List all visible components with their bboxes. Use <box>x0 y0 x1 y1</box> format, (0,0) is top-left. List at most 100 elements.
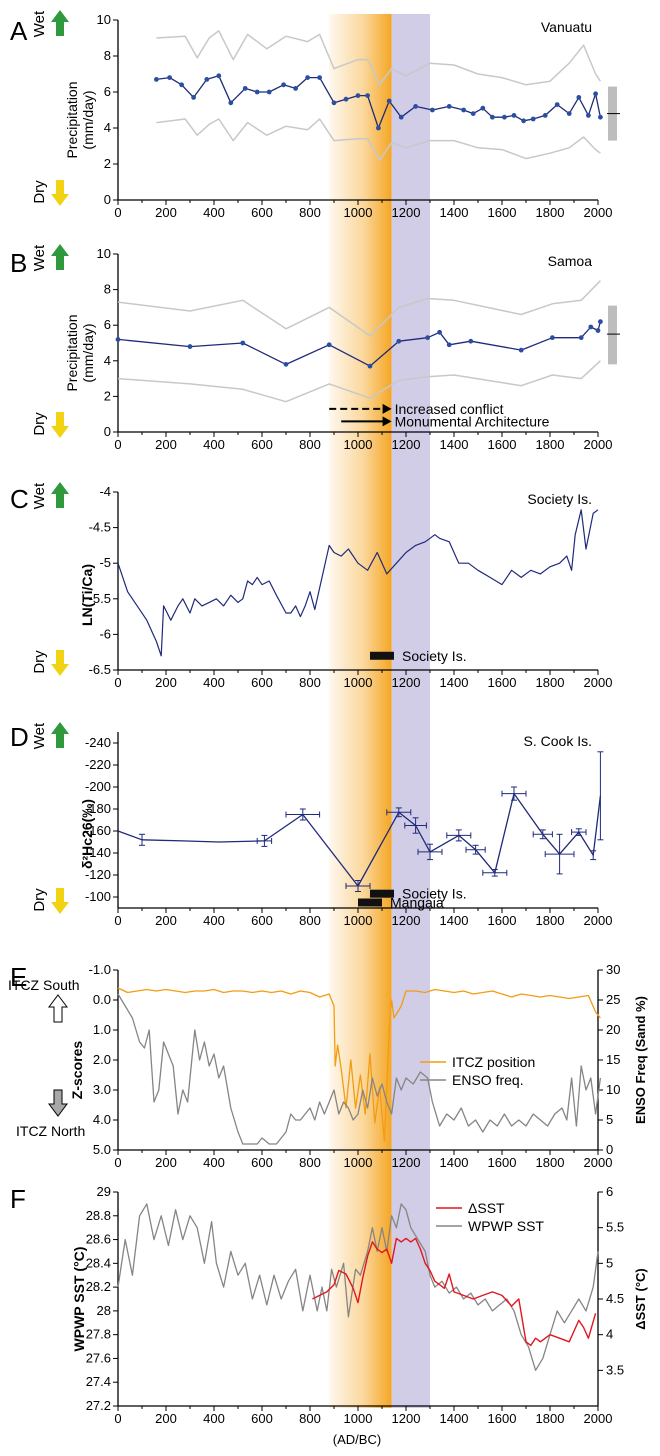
x-tick-label: 0 <box>114 205 121 220</box>
y-tick-label: 2 <box>104 388 111 403</box>
panel-letter: C <box>10 484 29 514</box>
x-tick-label: 1800 <box>536 913 565 928</box>
data-point <box>530 116 536 122</box>
annotation-label: Increased conflict <box>395 401 504 417</box>
dry-arrow-icon-shape <box>51 650 69 676</box>
itcz-south-arrow-icon <box>48 994 68 1023</box>
y-tick-label: -120 <box>85 867 111 882</box>
x-tick-label: 200 <box>155 1411 177 1426</box>
delta-sst-line <box>312 1237 597 1347</box>
wet-label: Wet <box>31 722 48 749</box>
x-tick-label: 2000 <box>584 205 613 220</box>
x-tick-label: 1600 <box>488 913 517 928</box>
wet-arrow-icon-shape <box>51 482 69 508</box>
data-point <box>446 104 452 109</box>
y-tick-label: 8 <box>104 282 111 297</box>
x-tick-label: 200 <box>155 913 177 928</box>
x-tick-label: 0 <box>114 1411 121 1426</box>
y-tick-label: 0 <box>104 424 111 439</box>
data-point <box>586 113 591 118</box>
y2-tick-label: 5.5 <box>606 1220 624 1235</box>
x-tick-label: 2000 <box>584 437 613 452</box>
annotation-label: Monumental Architecture <box>395 413 550 429</box>
y-axis-label-line1: Precipitation <box>64 314 80 391</box>
x-tick-label: 1600 <box>488 675 517 690</box>
dry-label: Dry <box>31 412 48 436</box>
data-point <box>365 93 370 98</box>
x-tick-label: 600 <box>251 675 273 690</box>
data-point <box>167 75 173 80</box>
panel-letter: F <box>10 1184 26 1214</box>
data-point <box>521 118 526 124</box>
y-axis-label: Z-scores <box>69 1041 85 1100</box>
dry-arrow-icon <box>51 412 69 438</box>
itcz-position-line <box>117 987 601 1142</box>
data-point <box>115 337 121 342</box>
legend-label-itcz: ITCZ position <box>452 1054 535 1070</box>
y-tick-label: 4 <box>104 120 111 135</box>
x-tick-label: 2000 <box>584 675 613 690</box>
x-axis-label: (AD/BC) <box>333 1432 381 1447</box>
y-tick-label: 28.2 <box>86 1279 111 1294</box>
data-point <box>437 329 442 335</box>
y2-axis-label: ENSO Freq (Sand %) <box>633 996 648 1124</box>
dry-label: Dry <box>31 650 48 674</box>
x-tick-label: 200 <box>155 205 177 220</box>
x-tick-label: 800 <box>299 1155 321 1170</box>
data-point <box>331 100 337 106</box>
data-point <box>367 363 373 369</box>
envelope-line-upper <box>117 280 601 337</box>
lavender-shading-band <box>391 14 430 1408</box>
data-point <box>154 77 159 82</box>
data-point <box>283 361 289 367</box>
y2-axis-label: ΔSST (°C) <box>633 1268 648 1329</box>
x-tick-label: 1400 <box>440 1411 469 1426</box>
x-tick-label: 1600 <box>488 1411 517 1426</box>
y2-tick-label: 4.5 <box>606 1291 624 1306</box>
wet-arrow-icon <box>51 482 69 508</box>
settlement-bar-label: Society Is. <box>402 648 467 664</box>
x-tick-label: 1200 <box>392 1155 421 1170</box>
x-tick-label: 800 <box>299 913 321 928</box>
data-point <box>179 82 185 88</box>
envelope-line-lower <box>156 118 601 162</box>
y2-tick-label: 5 <box>606 1112 613 1127</box>
data-point <box>305 75 310 80</box>
y-tick-label: 1.0 <box>93 1022 111 1037</box>
data-point <box>480 105 486 111</box>
data-point <box>266 89 272 95</box>
data-point <box>461 107 466 113</box>
envelope-line-upper <box>156 30 602 86</box>
site-label: S. Cook Is. <box>524 733 592 749</box>
data-point <box>576 95 582 100</box>
y-tick-label: 3.0 <box>93 1082 111 1097</box>
x-tick-label: 1200 <box>392 205 421 220</box>
y-tick-label: 28.4 <box>86 1255 111 1270</box>
dry-arrow-icon-shape <box>51 888 69 914</box>
dry-arrow-icon <box>51 180 69 206</box>
shading-layer <box>329 14 430 1408</box>
y-tick-label: 10 <box>97 12 111 27</box>
orange-gradient-shading <box>329 14 392 1408</box>
y-tick-label: -140 <box>85 845 111 860</box>
data-point <box>550 335 555 341</box>
data-point <box>242 86 248 91</box>
data-point <box>588 324 594 330</box>
x-tick-label: 1400 <box>440 913 469 928</box>
data-point <box>293 86 298 91</box>
y2-tick-label: 15 <box>606 1052 620 1067</box>
y2-tick-label: 3.5 <box>606 1362 624 1377</box>
x-tick-label: 600 <box>251 913 273 928</box>
legend-label-enso: ENSO freq. <box>452 1072 524 1088</box>
settlement-bar-label: Society Is. <box>402 886 467 902</box>
x-tick-label: 0 <box>114 913 121 928</box>
x-tick-label: 1800 <box>536 1411 565 1426</box>
dry-arrow-icon <box>51 650 69 676</box>
x-tick-label: 600 <box>251 1411 273 1426</box>
x-tick-label: 400 <box>203 1155 225 1170</box>
itcz-north-arrow-icon <box>48 1089 68 1117</box>
x-tick-label: 1400 <box>440 1155 469 1170</box>
y-tick-label: 6 <box>104 317 111 332</box>
x-tick-label: 1800 <box>536 675 565 690</box>
data-point <box>578 335 584 341</box>
